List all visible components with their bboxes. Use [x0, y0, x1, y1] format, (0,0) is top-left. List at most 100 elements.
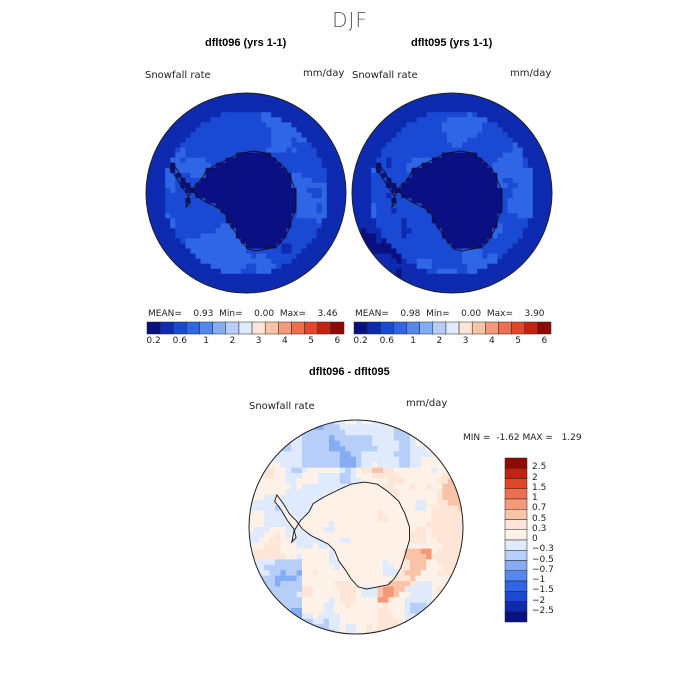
field-cell — [366, 505, 373, 512]
field-cell — [431, 268, 438, 275]
field-cell — [410, 483, 416, 490]
field-cell — [452, 288, 458, 293]
field-cell — [415, 473, 422, 479]
field-cell — [339, 516, 346, 523]
field-cell — [329, 591, 335, 598]
field-cell — [318, 624, 325, 631]
field-cell — [336, 213, 343, 219]
field-cell — [312, 420, 319, 425]
field-cell — [264, 559, 271, 566]
field-cell — [256, 283, 262, 290]
field-cell — [155, 172, 161, 179]
colorbar-swatch — [504, 509, 528, 520]
field-cell — [497, 97, 504, 103]
field-cell — [275, 440, 281, 447]
field-cell — [261, 228, 267, 234]
field-cell — [240, 137, 247, 144]
field-cell — [285, 559, 292, 566]
field-cell — [215, 258, 222, 265]
field-cell — [190, 238, 197, 245]
field-cell — [235, 172, 242, 179]
field-cell — [331, 172, 338, 179]
field-cell — [210, 97, 217, 103]
field-cell — [321, 182, 328, 189]
field-cell — [306, 248, 313, 255]
field-cell — [266, 253, 272, 260]
field-cell — [527, 208, 534, 214]
field-cell — [404, 451, 411, 458]
field-cell — [240, 167, 247, 174]
field-cell — [404, 440, 411, 447]
field-cell — [517, 142, 524, 149]
field-cell — [180, 213, 186, 219]
field-cell — [502, 248, 509, 255]
field-cell — [356, 532, 362, 539]
field-cell — [271, 162, 277, 169]
field-cell — [457, 97, 463, 103]
field-cell — [301, 213, 308, 219]
field-cell — [175, 152, 181, 159]
field-cell — [446, 288, 453, 293]
field-cell — [415, 521, 422, 528]
field-cell — [258, 537, 265, 544]
field-cell — [280, 435, 287, 442]
field-cell — [312, 483, 319, 490]
field-cell — [334, 586, 341, 593]
field-cell — [225, 208, 232, 214]
field-cell — [497, 172, 504, 179]
field-cell — [502, 142, 509, 149]
field-cell — [235, 268, 242, 275]
field-cell — [225, 268, 232, 275]
field-cell — [492, 102, 499, 108]
field-cell — [404, 575, 411, 582]
field-cell — [372, 424, 379, 431]
field-cell — [467, 172, 473, 179]
field-cell — [452, 127, 458, 133]
field-cell — [472, 283, 478, 290]
field-cell — [452, 263, 458, 270]
field-cell — [155, 167, 161, 174]
field-cell — [251, 167, 257, 174]
field-cell — [210, 218, 217, 224]
field-cell — [251, 203, 257, 209]
field-cell — [296, 575, 303, 582]
field-cell — [401, 172, 408, 179]
field-cell — [547, 187, 552, 194]
field-cell — [230, 258, 237, 265]
field-cell — [532, 233, 539, 240]
field-cell — [502, 263, 509, 270]
field-cell — [437, 532, 443, 539]
field-cell — [291, 213, 298, 219]
field-cell — [376, 253, 382, 260]
field-cell — [185, 122, 192, 128]
field-cell — [386, 177, 392, 184]
field-cell — [321, 142, 328, 149]
field-cell — [150, 243, 156, 250]
field-cell — [264, 473, 271, 479]
field-cell — [312, 581, 319, 587]
field-cell — [269, 489, 276, 496]
field-cell — [230, 243, 237, 250]
field-cell — [421, 152, 428, 159]
field-cell — [302, 440, 308, 447]
field-cell — [396, 137, 403, 144]
field-cell — [420, 537, 427, 544]
field-cell — [441, 93, 448, 98]
field-cell — [457, 142, 463, 149]
field-cell — [393, 602, 400, 609]
field-cell — [240, 117, 247, 123]
field-cell — [280, 483, 287, 490]
field-cell — [391, 253, 398, 260]
field-cell — [420, 559, 427, 566]
field-cell — [426, 162, 433, 169]
field-cell — [361, 233, 367, 240]
field-cell — [492, 152, 499, 159]
field-cell — [150, 187, 156, 194]
field-cell — [410, 570, 416, 577]
field-cell — [399, 473, 406, 479]
field-cell — [415, 548, 422, 555]
field-cell — [457, 223, 463, 229]
field-cell — [210, 268, 217, 275]
field-cell — [323, 564, 330, 571]
field-cell — [269, 586, 276, 593]
